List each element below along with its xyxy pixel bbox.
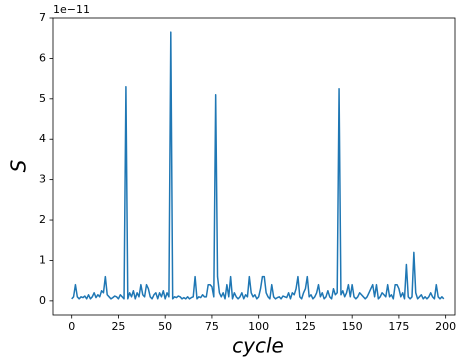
x-tick-label: 200: [435, 320, 456, 333]
offset-text: 1e−11: [53, 3, 90, 16]
y-axis-label: S: [7, 159, 31, 172]
y-tick-label: 5: [39, 92, 46, 105]
y-tick-label: 2: [39, 213, 46, 226]
x-tick-label: 175: [388, 320, 409, 333]
x-tick-label: 100: [248, 320, 269, 333]
x-axis-label: cycle: [232, 334, 284, 358]
x-tick-label: 75: [205, 320, 219, 333]
x-tick-label: 25: [111, 320, 125, 333]
y-tick-label: 3: [39, 173, 46, 186]
y-tick-label: 4: [39, 132, 46, 145]
x-tick-label: 50: [158, 320, 172, 333]
x-tick-label: 150: [342, 320, 363, 333]
x-tick-label: 125: [295, 320, 316, 333]
y-tick-label: 6: [39, 51, 46, 64]
y-tick-label: 7: [39, 11, 46, 24]
x-tick-label: 0: [68, 320, 75, 333]
plot-frame: [52, 17, 456, 316]
y-tick-label: 0: [39, 294, 46, 307]
line: [71, 31, 445, 300]
y-tick-label: 1: [39, 253, 46, 266]
